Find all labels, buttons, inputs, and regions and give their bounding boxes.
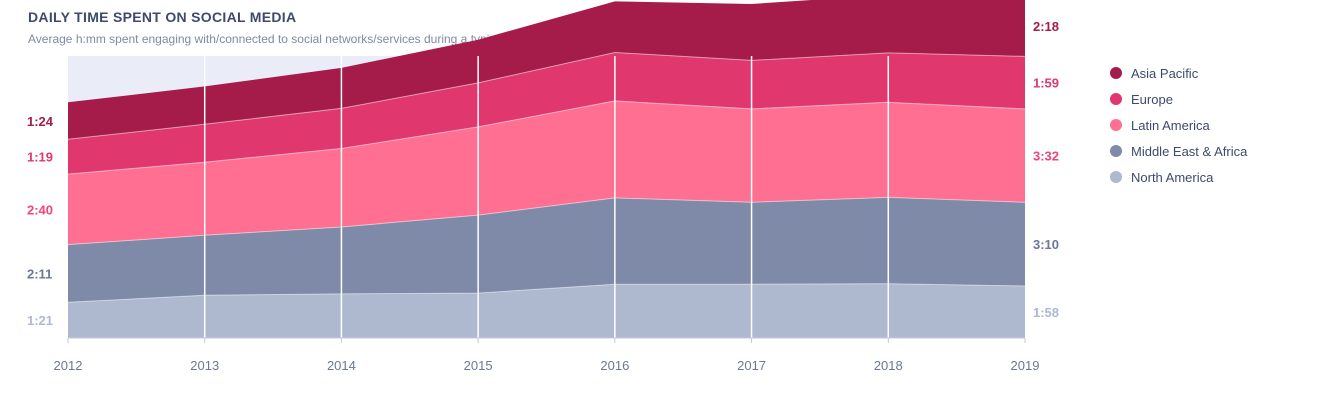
chart-subtitle: Average h:mm spent engaging with/connect… <box>28 32 528 46</box>
start-label-north-america: 1:21 <box>27 313 53 328</box>
legend: Asia Pacific Europe Latin America Middle… <box>1110 60 1247 190</box>
area-europe[interactable] <box>68 52 1025 175</box>
x-tick-label-2019: 2019 <box>1011 358 1040 373</box>
legend-swatch-latin-america <box>1110 119 1122 131</box>
start-label-asia-pacific: 1:24 <box>27 114 54 129</box>
area-asia-pacific[interactable] <box>68 0 1025 140</box>
legend-item-europe[interactable]: Europe <box>1110 86 1247 112</box>
legend-label-asia-pacific: Asia Pacific <box>1131 65 1199 81</box>
legend-label-latin-america: Latin America <box>1131 117 1210 133</box>
x-tick-label-2012: 2012 <box>54 358 83 373</box>
x-tick-label-2013: 2013 <box>190 358 219 373</box>
x-tick-label-2018: 2018 <box>874 358 903 373</box>
x-tick-label-2016: 2016 <box>600 358 629 373</box>
boundary-north-america <box>67 283 1026 303</box>
legend-swatch-middle-east-africa <box>1110 145 1122 157</box>
area-latin-america[interactable] <box>68 100 1025 245</box>
x-tick-label-2014: 2014 <box>327 358 356 373</box>
legend-swatch-asia-pacific <box>1110 67 1122 79</box>
start-label-europe: 1:19 <box>27 150 53 165</box>
x-tick-label-2015: 2015 <box>464 358 493 373</box>
legend-swatch-europe <box>1110 93 1122 105</box>
start-label-middle-east-africa: 2:11 <box>27 266 52 281</box>
end-label-europe: 1:59 <box>1033 76 1059 91</box>
boundary-europe <box>67 51 1026 140</box>
legend-label-europe: Europe <box>1131 91 1173 107</box>
legend-item-asia-pacific[interactable]: Asia Pacific <box>1110 60 1247 86</box>
end-label-middle-east-africa: 3:10 <box>1033 237 1059 252</box>
legend-item-middle-east-africa[interactable]: Middle East & Africa <box>1110 138 1247 164</box>
boundary-latin-america <box>67 100 1026 175</box>
area-middle-east-africa[interactable] <box>68 197 1025 303</box>
end-label-asia-pacific: 2:18 <box>1033 19 1059 34</box>
area-north-america[interactable] <box>68 283 1025 338</box>
end-label-latin-america: 3:32 <box>1033 149 1059 164</box>
legend-label-middle-east-africa: Middle East & Africa <box>1131 143 1248 159</box>
chart-title: DAILY TIME SPENT ON SOCIAL MEDIA <box>28 9 297 25</box>
legend-item-north-america[interactable]: North America <box>1110 164 1247 190</box>
x-tick-label-2017: 2017 <box>737 358 766 373</box>
end-label-north-america: 1:58 <box>1033 305 1059 320</box>
legend-label-north-america: North America <box>1131 169 1214 185</box>
boundary-middle-east-africa <box>67 196 1026 246</box>
legend-swatch-north-america <box>1110 171 1122 183</box>
legend-item-latin-america[interactable]: Latin America <box>1110 112 1247 138</box>
start-label-latin-america: 2:40 <box>27 202 53 217</box>
